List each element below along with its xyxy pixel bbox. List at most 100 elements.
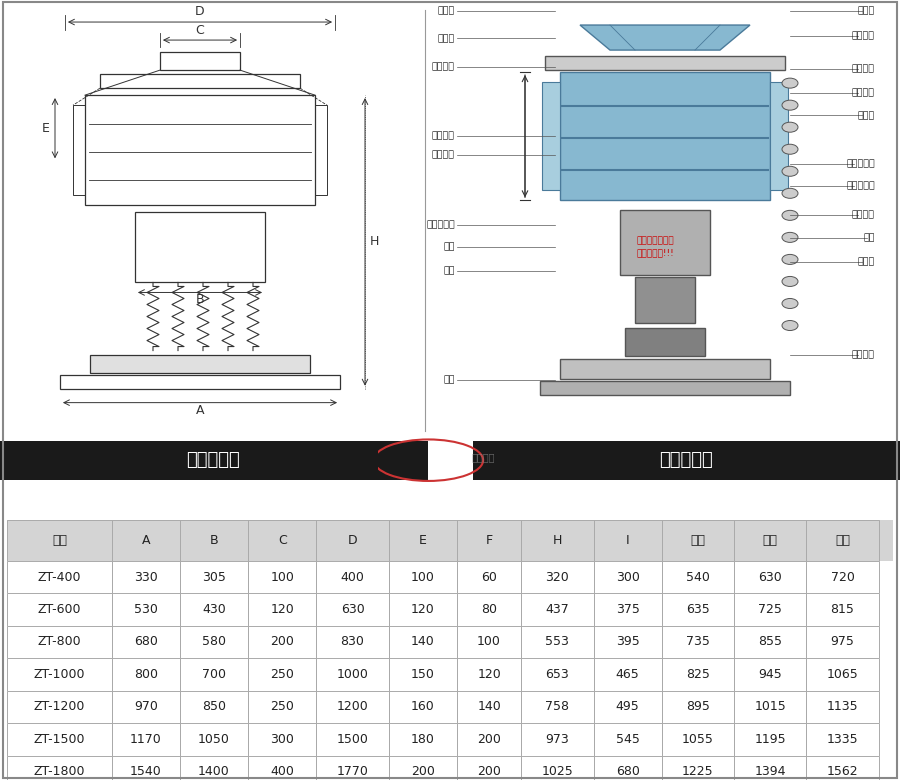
- Bar: [60, 374, 340, 388]
- Bar: [457, 594, 521, 626]
- Text: 465: 465: [616, 668, 640, 681]
- Text: E: E: [42, 122, 50, 135]
- Bar: [457, 561, 521, 594]
- Ellipse shape: [782, 321, 798, 331]
- Bar: [428, 441, 473, 480]
- Bar: [248, 658, 317, 691]
- Bar: [552, 134, 560, 142]
- Bar: [317, 520, 389, 561]
- Bar: [770, 166, 778, 174]
- Text: 200: 200: [270, 636, 294, 648]
- Text: 1135: 1135: [827, 700, 859, 714]
- Bar: [806, 594, 878, 626]
- Text: 250: 250: [270, 668, 294, 681]
- Text: 720: 720: [831, 570, 854, 583]
- Bar: [593, 594, 662, 626]
- Text: 140: 140: [411, 636, 435, 648]
- Text: 下部重锤: 下部重锤: [852, 350, 875, 360]
- Text: 400: 400: [270, 765, 294, 778]
- Text: A: A: [196, 404, 204, 417]
- Text: 680: 680: [134, 636, 158, 648]
- Text: 100: 100: [411, 570, 435, 583]
- Text: 底部框架: 底部框架: [432, 151, 455, 160]
- Bar: [662, 691, 734, 723]
- Bar: [521, 658, 593, 691]
- Bar: [389, 658, 457, 691]
- Bar: [317, 594, 389, 626]
- Text: 250: 250: [270, 700, 294, 714]
- Text: 120: 120: [477, 668, 501, 681]
- Bar: [625, 328, 705, 356]
- Bar: [112, 626, 180, 658]
- Text: 外形尺寸图: 外形尺寸图: [186, 451, 240, 470]
- Bar: [770, 134, 778, 142]
- Text: ZT-600: ZT-600: [38, 603, 81, 616]
- Bar: [734, 658, 806, 691]
- Text: 973: 973: [545, 733, 569, 746]
- Text: 945: 945: [759, 668, 782, 681]
- Text: 580: 580: [202, 636, 226, 648]
- Bar: [593, 561, 662, 594]
- Bar: [457, 658, 521, 691]
- Text: 一般结构图: 一般结构图: [659, 451, 713, 470]
- Bar: [521, 520, 593, 561]
- Bar: [593, 658, 662, 691]
- Text: 140: 140: [477, 700, 501, 714]
- Text: 二层: 二层: [762, 534, 778, 547]
- Bar: [560, 72, 770, 200]
- Text: D: D: [347, 534, 357, 547]
- Bar: [389, 723, 457, 756]
- Text: ZT-400: ZT-400: [38, 570, 81, 583]
- Text: 1195: 1195: [754, 733, 786, 746]
- Text: 1335: 1335: [827, 733, 859, 746]
- Text: 305: 305: [202, 570, 226, 583]
- Text: 1225: 1225: [682, 765, 714, 778]
- Text: ZT-1500: ZT-1500: [33, 733, 86, 746]
- Text: 60: 60: [482, 570, 497, 583]
- Bar: [734, 626, 806, 658]
- Bar: [457, 691, 521, 723]
- Bar: [806, 691, 878, 723]
- Ellipse shape: [782, 299, 798, 308]
- Text: 855: 855: [758, 636, 782, 648]
- Text: 725: 725: [759, 603, 782, 616]
- Text: 553: 553: [545, 636, 570, 648]
- Text: 1500: 1500: [337, 733, 368, 746]
- Bar: [734, 594, 806, 626]
- Bar: [7, 520, 112, 561]
- Bar: [389, 756, 457, 780]
- Bar: [457, 626, 521, 658]
- Text: 300: 300: [270, 733, 294, 746]
- Text: 1400: 1400: [198, 765, 230, 778]
- Bar: [0, 441, 428, 480]
- Bar: [545, 56, 785, 70]
- Text: 1055: 1055: [682, 733, 714, 746]
- Bar: [112, 561, 180, 594]
- Bar: [248, 626, 317, 658]
- Bar: [389, 691, 457, 723]
- Text: 辅助筛网: 辅助筛网: [852, 32, 875, 41]
- Text: 895: 895: [686, 700, 710, 714]
- Bar: [112, 594, 180, 626]
- Bar: [734, 723, 806, 756]
- Text: 630: 630: [759, 570, 782, 583]
- Bar: [662, 561, 734, 594]
- Bar: [180, 691, 248, 723]
- Text: 振宇机械: 振宇机械: [472, 452, 495, 463]
- Text: 1015: 1015: [754, 700, 786, 714]
- Bar: [389, 594, 457, 626]
- Bar: [100, 74, 300, 88]
- Bar: [248, 756, 317, 780]
- Bar: [734, 520, 806, 561]
- Bar: [389, 520, 457, 561]
- Text: 150: 150: [411, 668, 435, 681]
- Ellipse shape: [782, 276, 798, 286]
- Text: C: C: [195, 24, 204, 37]
- Text: D: D: [195, 5, 205, 18]
- Bar: [7, 723, 112, 756]
- Bar: [540, 381, 790, 395]
- Text: 运输用固定螺栓: 运输用固定螺栓: [636, 236, 674, 245]
- Text: 小尺寸排料: 小尺寸排料: [427, 220, 455, 229]
- Text: F: F: [485, 534, 492, 547]
- Text: H: H: [370, 236, 380, 248]
